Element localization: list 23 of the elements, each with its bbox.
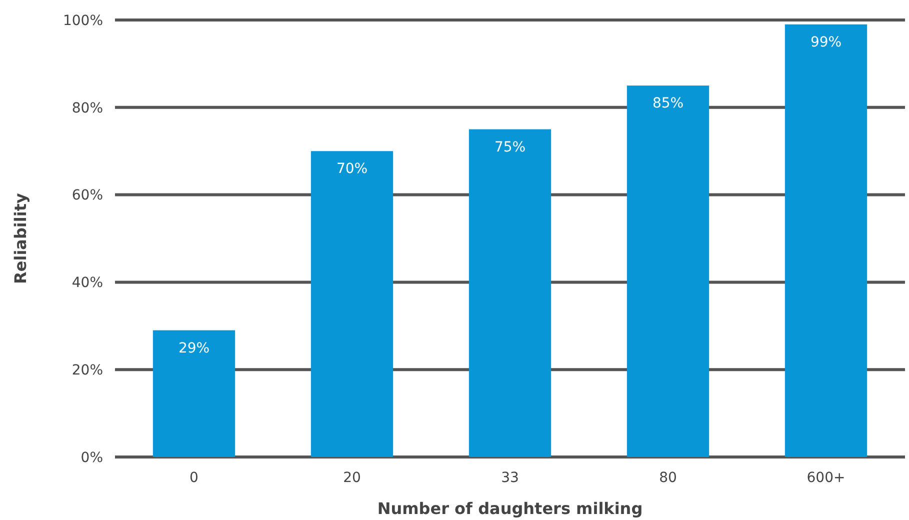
data-label: 75%	[494, 139, 526, 156]
bar	[468, 129, 552, 457]
x-tick-label: 0	[190, 470, 198, 486]
y-tick-label: 40%	[72, 275, 103, 292]
y-tick-label: 20%	[72, 362, 103, 378]
x-axis-title: Number of daughters milking	[377, 499, 643, 518]
bar	[784, 24, 868, 457]
bar	[626, 86, 710, 457]
y-tick-label: 60%	[72, 188, 103, 204]
data-label: 99%	[810, 34, 842, 50]
y-tick-label: 0%	[80, 450, 103, 466]
y-tick-label: 80%	[72, 100, 103, 116]
y-tick-label: 100%	[62, 12, 103, 29]
data-label: 85%	[652, 96, 684, 112]
bar	[152, 330, 236, 457]
bar	[310, 151, 394, 457]
data-label: 70%	[336, 161, 368, 178]
y-axis-title: Reliability	[11, 192, 30, 284]
x-tick-label: 33	[501, 470, 519, 486]
x-tick-label: 80	[659, 470, 677, 486]
data-label: 29%	[178, 340, 210, 356]
x-tick-label: 20	[343, 470, 361, 486]
x-tick-label: 600+	[806, 470, 846, 486]
